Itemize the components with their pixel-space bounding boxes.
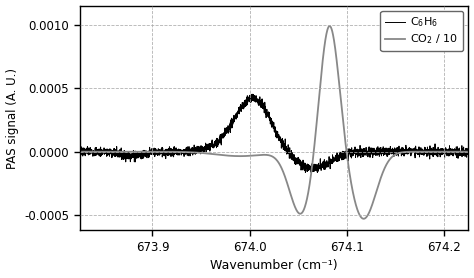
$\mathrm{C_6H_6}$	[471, 150, 474, 153]
$\mathrm{CO_2}$ / 10	[242, 154, 247, 158]
$\mathrm{C_6H_6}$	[141, 155, 146, 159]
$\mathrm{CO_2}$ / 10	[420, 150, 426, 153]
X-axis label: Wavenumber (cm⁻¹): Wavenumber (cm⁻¹)	[210, 259, 338, 272]
$\mathrm{C_6H_6}$	[225, 127, 230, 131]
$\mathrm{C_6H_6}$	[420, 153, 426, 156]
$\mathrm{C_6H_6}$	[302, 171, 308, 174]
$\mathrm{C_6H_6}$	[117, 155, 123, 159]
$\mathrm{CO_2}$ / 10	[463, 150, 469, 153]
$\mathrm{C_6H_6}$	[463, 149, 469, 153]
$\mathrm{CO_2}$ / 10	[471, 150, 474, 153]
$\mathrm{C_6H_6}$	[72, 146, 78, 150]
$\mathrm{CO_2}$ / 10	[361, 217, 366, 220]
$\mathrm{C_6H_6}$	[242, 99, 247, 102]
$\mathrm{CO_2}$ / 10	[72, 150, 78, 153]
$\mathrm{CO_2}$ / 10	[225, 154, 230, 157]
$\mathrm{CO_2}$ / 10	[117, 150, 123, 153]
$\mathrm{CO_2}$ / 10	[327, 24, 332, 28]
Line: $\mathrm{CO_2}$ / 10: $\mathrm{CO_2}$ / 10	[75, 26, 474, 219]
$\mathrm{C_6H_6}$	[249, 93, 255, 96]
$\mathrm{CO_2}$ / 10	[141, 150, 146, 153]
Y-axis label: PAS signal (A. U.): PAS signal (A. U.)	[6, 68, 18, 168]
Line: $\mathrm{C_6H_6}$: $\mathrm{C_6H_6}$	[75, 94, 474, 173]
Legend: $\mathrm{C_6H_6}$, $\mathrm{CO_2}$ / 10: $\mathrm{C_6H_6}$, $\mathrm{CO_2}$ / 10	[380, 11, 463, 51]
